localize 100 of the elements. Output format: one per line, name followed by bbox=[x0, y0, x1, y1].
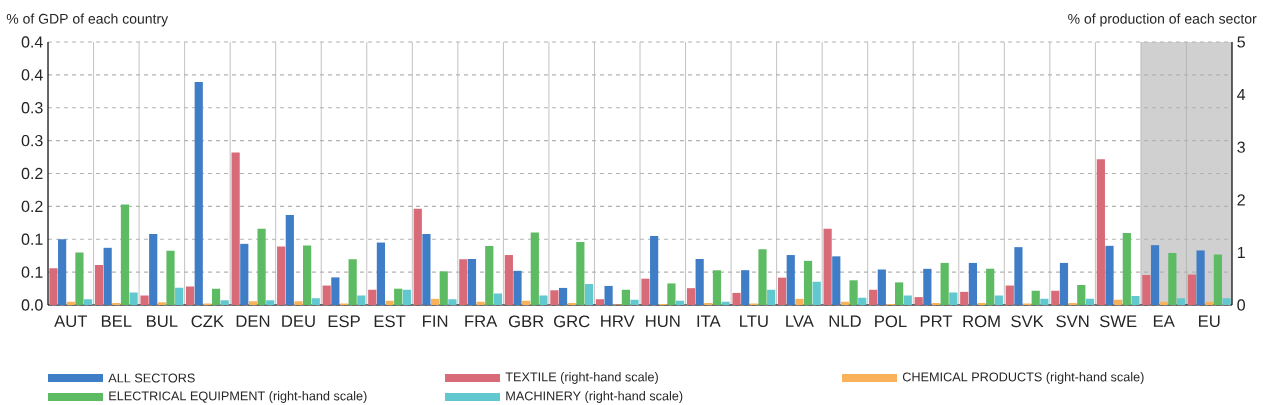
x-tick-label: EU bbox=[1199, 315, 1220, 328]
x-tick-label: GRC bbox=[554, 315, 590, 328]
x-tick-label: FRA bbox=[465, 315, 498, 327]
bar bbox=[1122, 232, 1131, 305]
bar bbox=[767, 289, 776, 305]
y2-tick-label: 2 bbox=[1237, 194, 1245, 206]
bar bbox=[877, 269, 886, 305]
bar bbox=[895, 282, 904, 305]
bar bbox=[1096, 159, 1105, 305]
bar bbox=[977, 302, 986, 305]
bar bbox=[675, 300, 685, 305]
bar bbox=[704, 302, 713, 305]
bar bbox=[357, 295, 366, 305]
bar bbox=[931, 302, 941, 305]
bar bbox=[667, 283, 676, 305]
bar bbox=[266, 300, 275, 305]
x-tick-label: LVA bbox=[786, 315, 814, 327]
bar bbox=[567, 302, 576, 305]
y-axis-title: % of GDP of each country bbox=[6, 13, 169, 27]
bar bbox=[376, 242, 385, 305]
legend-label: CHEMICAL PRODUCTS (right-hand scale) bbox=[902, 372, 1144, 384]
bar bbox=[795, 298, 804, 305]
bar bbox=[530, 232, 539, 305]
bar bbox=[1077, 285, 1086, 305]
bar bbox=[485, 246, 494, 305]
bar bbox=[430, 298, 440, 305]
x-tick-label: ROM bbox=[963, 315, 1000, 328]
bar bbox=[348, 259, 357, 305]
bar bbox=[840, 301, 850, 305]
bar bbox=[120, 204, 130, 305]
bar bbox=[1059, 262, 1069, 305]
bar bbox=[968, 262, 977, 305]
bar bbox=[940, 262, 949, 305]
x-tick-label: CZK bbox=[191, 315, 224, 328]
x-tick-label: EA bbox=[1153, 315, 1175, 327]
x-tick-label: NLD bbox=[829, 315, 861, 327]
bar bbox=[149, 233, 158, 305]
bar bbox=[803, 260, 813, 305]
y2-axis-title: % of production of each sector bbox=[1068, 13, 1257, 27]
x-tick-label: GBR bbox=[508, 315, 544, 328]
bar bbox=[157, 302, 166, 305]
bar bbox=[758, 249, 767, 305]
bar bbox=[1159, 301, 1168, 305]
x-tick-label: SVK bbox=[1011, 315, 1044, 328]
bar bbox=[584, 283, 594, 305]
x-tick-label: PRT bbox=[920, 315, 953, 327]
x-tick-label: SVN bbox=[1056, 315, 1089, 328]
bar bbox=[402, 289, 411, 305]
bar bbox=[83, 299, 93, 305]
bar bbox=[493, 293, 503, 305]
bar bbox=[1085, 298, 1095, 305]
bar bbox=[1040, 298, 1049, 305]
bar bbox=[812, 281, 821, 305]
bar bbox=[220, 300, 229, 305]
y-tick-label: 0.2 bbox=[21, 167, 43, 180]
bar bbox=[949, 292, 958, 305]
bar bbox=[175, 287, 184, 305]
x-tick-label: POL bbox=[875, 315, 907, 328]
bar bbox=[576, 241, 585, 305]
bar bbox=[1213, 254, 1222, 305]
x-tick-label: EST bbox=[374, 315, 406, 328]
y-tick-label: 0.0 bbox=[21, 299, 43, 311]
bar bbox=[604, 285, 613, 305]
bar bbox=[448, 299, 457, 305]
bar bbox=[112, 302, 121, 305]
x-tick-label: SWE bbox=[1099, 315, 1137, 328]
bar bbox=[194, 82, 203, 305]
bar bbox=[1168, 252, 1177, 305]
bar bbox=[630, 299, 639, 305]
bar bbox=[621, 289, 630, 305]
bar bbox=[394, 288, 403, 305]
y2-tick-label: 0 bbox=[1237, 299, 1245, 311]
x-tick-label: HUN bbox=[646, 315, 680, 328]
bar bbox=[368, 289, 377, 305]
bar bbox=[994, 295, 1003, 305]
bar bbox=[211, 288, 221, 305]
x-tick-label: LTU bbox=[740, 315, 768, 328]
x-tick-label: ITA bbox=[697, 315, 721, 327]
y-tick-label: 0.2 bbox=[21, 200, 43, 213]
bar bbox=[1114, 299, 1123, 305]
bar bbox=[166, 250, 175, 305]
bar bbox=[1014, 247, 1023, 305]
y2-tick-label: 3 bbox=[1237, 141, 1245, 153]
bar bbox=[650, 235, 659, 305]
bar bbox=[849, 280, 858, 305]
x-tick-label: DEN bbox=[236, 315, 270, 327]
y-tick-label: 0.4 bbox=[21, 69, 43, 81]
bar bbox=[140, 295, 149, 305]
bar bbox=[903, 295, 912, 305]
bar bbox=[476, 301, 485, 305]
bar bbox=[923, 268, 932, 305]
x-tick-label: BEL bbox=[101, 315, 132, 327]
x-tick-label: AUT bbox=[54, 315, 88, 328]
x-tick-label: DEU bbox=[282, 315, 315, 328]
bar bbox=[522, 300, 531, 305]
bar bbox=[741, 270, 750, 305]
bar bbox=[858, 297, 867, 305]
bar bbox=[75, 252, 84, 305]
bar bbox=[986, 268, 995, 305]
bar bbox=[66, 301, 75, 305]
